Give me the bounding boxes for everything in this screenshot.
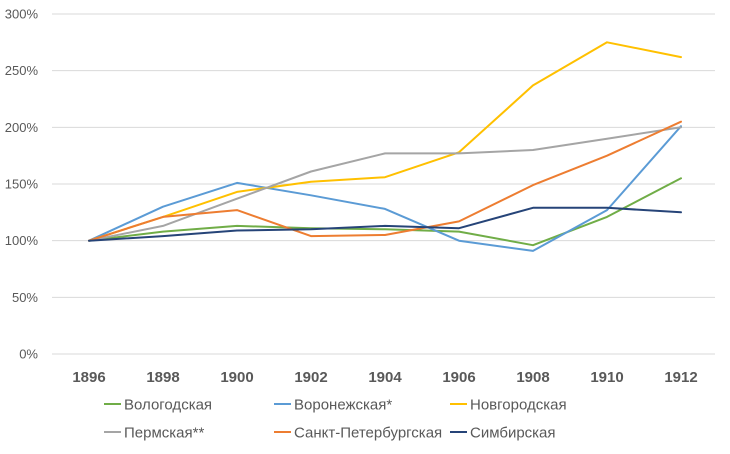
series-line-2 xyxy=(88,125,682,252)
y-tick-label: 50% xyxy=(12,290,38,305)
x-tick-label: 1898 xyxy=(146,369,179,386)
x-tick-label: 1896 xyxy=(72,369,105,386)
x-tick-label: 1900 xyxy=(220,369,253,386)
series-line-5 xyxy=(88,120,682,242)
x-tick-label: 1902 xyxy=(294,369,327,386)
y-tick-label: 250% xyxy=(5,63,39,78)
x-tick-label: 1906 xyxy=(442,369,475,386)
y-tick-label: 0% xyxy=(19,347,38,362)
series-line-3 xyxy=(88,41,682,242)
x-tick-label: 1904 xyxy=(368,369,402,386)
legend-label: Вологодская xyxy=(124,397,212,414)
legend-label: Пермская** xyxy=(124,425,204,442)
legend-label: Санкт-Петербургская xyxy=(294,425,442,442)
legend-label: Воронежская* xyxy=(294,397,392,414)
legend-label: Симбирская xyxy=(470,425,556,442)
x-tick-label: 1910 xyxy=(590,369,623,386)
legend-label: Новгородская xyxy=(470,397,567,414)
x-tick-label: 1908 xyxy=(516,369,549,386)
series-line-4 xyxy=(88,126,682,242)
series-line-1 xyxy=(88,177,682,247)
y-tick-label: 100% xyxy=(5,233,39,248)
y-tick-label: 200% xyxy=(5,120,39,135)
y-tick-label: 150% xyxy=(5,177,39,192)
series-line-6 xyxy=(88,206,682,242)
x-tick-label: 1912 xyxy=(664,369,697,386)
y-tick-label: 300% xyxy=(5,7,39,22)
